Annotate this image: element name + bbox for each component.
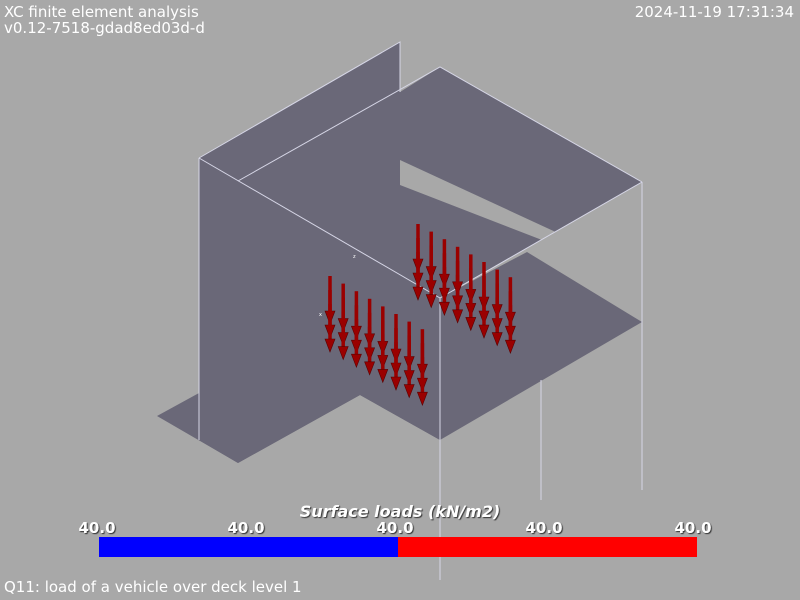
load-case-caption: Q11: load of a vehicle over deck level 1	[4, 578, 302, 596]
app-version: v0.12-7518-gdad8ed03d-d	[4, 19, 205, 37]
scalar-bar-tick: 40.0	[227, 519, 265, 537]
scalar-bar-tick: 40.0	[78, 519, 116, 537]
surface-load-arrows	[324, 224, 516, 407]
model-edges	[198, 41, 643, 580]
deck-slot	[400, 160, 560, 240]
load-arrow	[350, 319, 362, 369]
load-arrow	[491, 297, 503, 347]
scalar-bar-low-segment	[99, 537, 398, 557]
load-arrow	[465, 282, 477, 332]
vertical-wall	[199, 158, 440, 463]
scalar-bar-tick: 40.0	[674, 519, 712, 537]
scalar-bar-tick: 40.0	[525, 519, 563, 537]
scalar-bar-colors	[99, 537, 697, 557]
app-title: XC finite element analysis	[4, 3, 199, 21]
load-arrow	[478, 290, 490, 339]
load-arrow	[438, 267, 450, 317]
timestamp: 2024-11-19 17:31:34	[634, 3, 794, 21]
load-arrow	[337, 311, 349, 361]
load-arrow	[425, 259, 437, 309]
axis-glyph: x	[319, 312, 322, 318]
axis-glyph: z	[353, 254, 356, 260]
load-arrow	[403, 349, 415, 399]
scalar-bar-tick: 40.0	[376, 519, 414, 537]
load-arrow	[324, 304, 336, 353]
scalar-bar-high-segment	[398, 537, 697, 557]
load-arrow	[364, 326, 376, 376]
load-arrow	[504, 305, 516, 355]
scalar-bar-title: Surface loads (kN/m2)	[299, 502, 501, 521]
load-arrow	[412, 252, 424, 301]
load-arrow	[416, 357, 428, 407]
load-arrow	[452, 274, 464, 324]
load-arrow	[390, 342, 402, 391]
load-arrow	[377, 334, 389, 384]
